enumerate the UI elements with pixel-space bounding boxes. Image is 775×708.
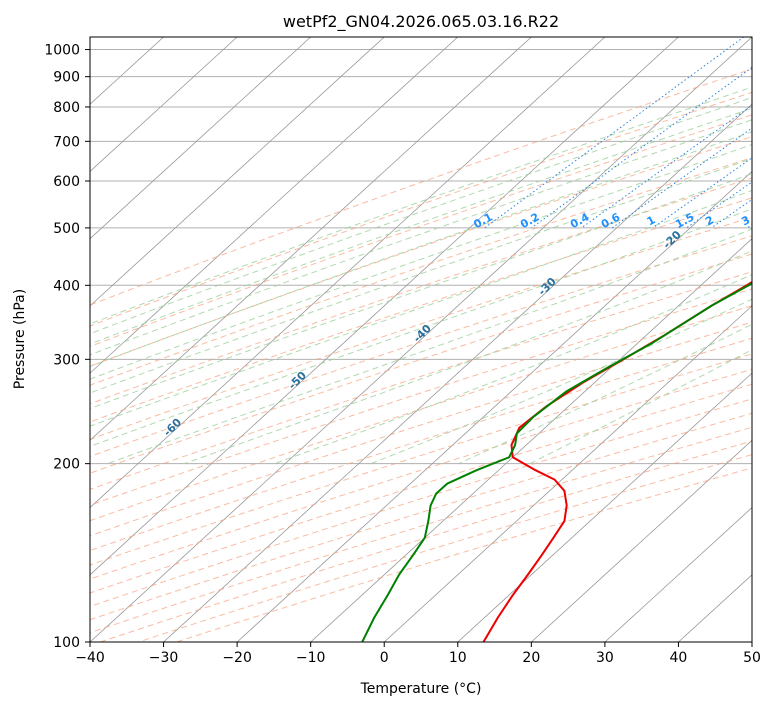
x-tick-label: 0: [380, 650, 389, 666]
mixing-ratio-line: [484, 37, 745, 229]
y-tick-label: 1000: [44, 43, 80, 59]
isotherm-line: [604, 507, 752, 642]
y-tick-label: 300: [53, 352, 80, 368]
dry-adiabat-line: [90, 114, 752, 347]
dry-adiabat-line: [90, 216, 752, 440]
x-tick-label: 20: [522, 650, 540, 666]
isotherm-line: [90, 37, 459, 374]
isotherm-line: [383, 305, 752, 642]
x-axis-label: Temperature (°C): [360, 681, 482, 697]
x-tick-label: −40: [75, 650, 105, 666]
x-tick-label: −30: [149, 650, 179, 666]
moist-adiabat-line: [90, 157, 752, 394]
y-tick-label: 200: [53, 457, 80, 473]
y-tick-label: 400: [53, 278, 80, 294]
dry-adiabat-line: [90, 197, 752, 423]
x-tick-label: 40: [670, 650, 688, 666]
moist-adiabat-line: [90, 131, 752, 368]
dry-adiabat-line: [90, 321, 752, 537]
dry-adiabat-line: [90, 288, 752, 506]
isotherm-line: [90, 37, 606, 509]
y-axis-label: Pressure (hPa): [12, 289, 28, 389]
moist-adiabat-line: [90, 208, 752, 447]
isotherm-line: [90, 37, 238, 172]
x-tick-label: 10: [449, 650, 467, 666]
dry-adiabat-line: [90, 177, 752, 405]
isotherm-line: [90, 37, 385, 307]
dewpoint-profile-line: [361, 281, 752, 642]
moist-adiabat-line: [370, 298, 752, 465]
x-tick-label: −20: [222, 650, 252, 666]
dry-adiabat-line: [100, 440, 752, 642]
axis-ticks: −40 −30 −20 −10 0 10 20 30 40 50 100 200 300 400 500 60…: [44, 43, 761, 666]
dry-adiabat-line: [90, 157, 752, 386]
isotherm-line: [90, 37, 679, 576]
mixing-ratio-line: [581, 104, 752, 229]
dry-adiabat-line: [90, 271, 752, 490]
mixing-ratio-line: [611, 127, 752, 229]
moist-adiabat-line: [274, 273, 752, 465]
dry-adiabat-line: [90, 383, 752, 594]
dry-adiabat-line: [90, 412, 752, 621]
x-tick-label: −10: [296, 650, 326, 666]
moist-adiabat-line: [90, 86, 752, 325]
isotherm-line: [531, 439, 752, 642]
mixing-ratio-line: [652, 157, 752, 229]
isotherm-line: [90, 37, 311, 240]
plot-frame: [89, 36, 753, 643]
y-tick-label: 900: [53, 70, 80, 86]
dry-adiabat-line: [90, 235, 752, 458]
x-tick-label: 30: [596, 650, 614, 666]
y-tick-label: 800: [53, 100, 80, 116]
isotherm-line: [236, 170, 752, 642]
dry-adiabat-line: [90, 136, 752, 367]
dry-adiabat-line: [90, 368, 752, 580]
isotherm-line: [90, 37, 532, 441]
plot-area: 0.10.20.40.611.52346810131620253036-100-…: [90, 37, 752, 642]
chart-title: wetPf2_GN04.2026.065.03.16.R22: [283, 12, 559, 32]
dry-adiabat-line: [90, 305, 752, 522]
y-tick-label: 700: [53, 134, 80, 150]
y-tick-label: 100: [53, 635, 80, 651]
moist-adiabat-line: [90, 144, 752, 380]
moist-adiabat-line: [90, 97, 752, 335]
dry-adiabat-line: [90, 253, 752, 474]
x-tick-label: 50: [743, 650, 761, 666]
isotherm-line: [90, 37, 752, 642]
moist-adiabat-line: [458, 323, 752, 465]
y-tick-label: 500: [53, 221, 80, 237]
y-tick-label: 600: [53, 174, 80, 190]
dry-adiabat-line: [90, 398, 752, 608]
isotherm-line: [163, 103, 752, 642]
dry-adiabat-line: [90, 426, 752, 634]
isotherm-line: [457, 372, 752, 642]
